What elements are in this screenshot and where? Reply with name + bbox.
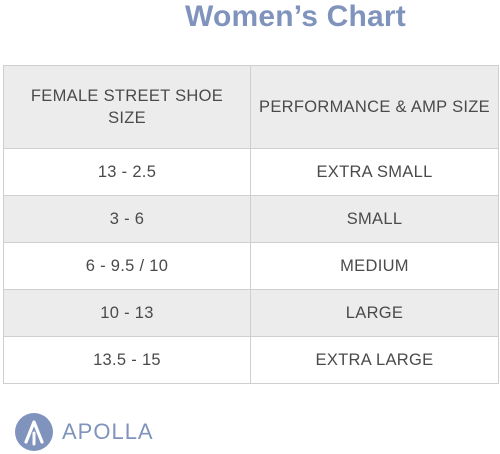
brand-name: APOLLA xyxy=(62,419,154,444)
shoe-size-cell: 13.5 - 15 xyxy=(3,336,251,384)
shoe-size-cell: 3 - 6 xyxy=(3,195,251,243)
table-row: 3 - 6 SMALL xyxy=(3,195,499,243)
amp-size-cell: SMALL xyxy=(250,195,499,243)
apolla-logo-icon xyxy=(15,413,53,451)
size-chart-table: FEMALE STREET SHOE SIZE PERFORMANCE & AM… xyxy=(3,65,499,384)
amp-size-cell: EXTRA SMALL xyxy=(250,148,499,196)
header-performance-amp-size: PERFORMANCE & AMP SIZE xyxy=(250,65,499,149)
amp-size-cell: EXTRA LARGE xyxy=(250,336,499,384)
table-row: 13 - 2.5 EXTRA SMALL xyxy=(3,148,499,196)
table-header-row: FEMALE STREET SHOE SIZE PERFORMANCE & AM… xyxy=(3,65,499,149)
brand-logo: APOLLA xyxy=(15,412,154,452)
table-row: 6 - 9.5 / 10 MEDIUM xyxy=(3,242,499,290)
table-row: 13.5 - 15 EXTRA LARGE xyxy=(3,336,499,384)
amp-size-cell: MEDIUM xyxy=(250,242,499,290)
shoe-size-cell: 13 - 2.5 xyxy=(3,148,251,196)
amp-size-cell: LARGE xyxy=(250,289,499,337)
shoe-size-cell: 6 - 9.5 / 10 xyxy=(3,242,251,290)
page-title: Women’s Chart xyxy=(185,0,406,33)
table-row: 10 - 13 LARGE xyxy=(3,289,499,337)
header-female-street-shoe-size: FEMALE STREET SHOE SIZE xyxy=(3,65,251,149)
shoe-size-cell: 10 - 13 xyxy=(3,289,251,337)
